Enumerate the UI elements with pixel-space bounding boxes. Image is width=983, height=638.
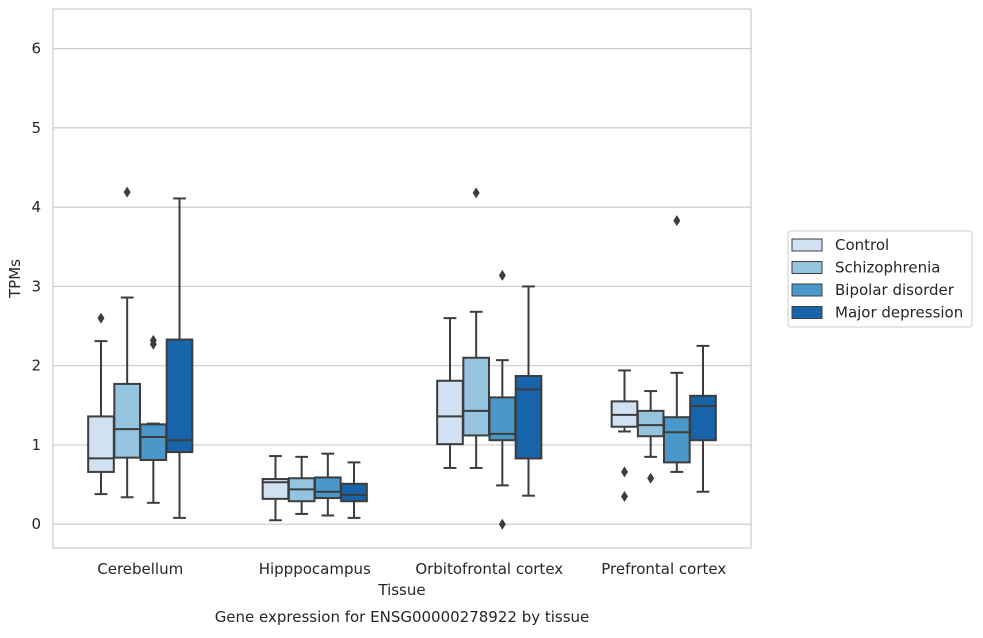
box-group	[340, 461, 368, 519]
box-group	[689, 344, 717, 493]
box-group	[261, 455, 290, 522]
outlier-point	[620, 466, 628, 478]
outlier-point	[149, 338, 157, 350]
box-group	[462, 187, 490, 469]
outlier-point	[97, 312, 105, 324]
y-tick-label: 0	[31, 515, 41, 533]
outlier-point	[472, 187, 480, 199]
outlier-point	[647, 472, 655, 484]
legend-swatch	[791, 283, 823, 297]
box-iqr	[514, 374, 543, 460]
box-iqr	[689, 394, 717, 442]
y-tick-label: 1	[31, 436, 41, 454]
outlier-point	[123, 186, 131, 198]
box-iqr	[113, 382, 141, 459]
plot-frame	[52, 8, 752, 549]
y-axis-label: TPMs	[6, 259, 24, 299]
legend-label: Bipolar disorder	[835, 281, 955, 299]
boxes	[87, 186, 717, 530]
x-tick-label: Hipppocampus	[259, 560, 371, 578]
outlier-point	[498, 269, 506, 281]
legend-label: Control	[835, 236, 889, 254]
legend-swatch	[791, 306, 823, 319]
x-tick-labels: Cerebellum Hipppocampus Orbitofrontal cort…	[97, 560, 726, 578]
box-iqr	[663, 416, 691, 464]
legend-swatch	[791, 238, 823, 252]
box-iqr	[87, 415, 115, 473]
outlier-point	[673, 215, 681, 227]
y-tick-label: 4	[31, 198, 41, 216]
box-iqr	[462, 356, 490, 437]
legend-label: Schizophrenia	[835, 259, 940, 277]
x-axis-label: Tissue	[377, 581, 425, 599]
box-iqr	[314, 476, 342, 500]
box-group	[87, 312, 115, 496]
box-iqr	[165, 338, 194, 454]
x-tick-label: Orbitofrontal cortex	[415, 560, 563, 578]
box-group	[436, 317, 464, 469]
legend-label: Major depression	[835, 304, 963, 322]
box-group	[610, 369, 639, 502]
chart-caption: Gene expression for ENSG00000278922 by t…	[215, 608, 590, 626]
y-tick-label: 2	[31, 357, 41, 375]
x-tick-label: Prefrontal cortex	[601, 560, 726, 578]
box-group	[514, 285, 543, 497]
box-group	[488, 269, 517, 530]
box-iqr	[139, 423, 168, 462]
box-iqr	[340, 482, 368, 503]
legend-swatch	[791, 261, 823, 274]
legend-frame	[787, 230, 973, 328]
box-iqr	[636, 409, 665, 438]
outlier-point	[498, 518, 506, 530]
y-tick-label: 6	[31, 40, 41, 58]
box-iqr	[436, 379, 464, 446]
box-group	[165, 197, 194, 519]
y-tick-labels: 0 1 2 3 4 5 6	[31, 40, 41, 534]
box-group	[663, 215, 691, 473]
box-group	[636, 390, 665, 484]
box-group	[139, 334, 168, 504]
x-tick-label: Cerebellum	[97, 560, 183, 578]
box-group	[287, 455, 316, 515]
y-tick-label: 3	[31, 277, 41, 295]
legend: Control Schizophrenia Bipolar disorder Majo…	[787, 230, 973, 328]
outlier-point	[620, 490, 628, 502]
box-group	[113, 186, 141, 499]
box-group	[314, 452, 342, 517]
y-tick-label: 5	[31, 119, 41, 137]
